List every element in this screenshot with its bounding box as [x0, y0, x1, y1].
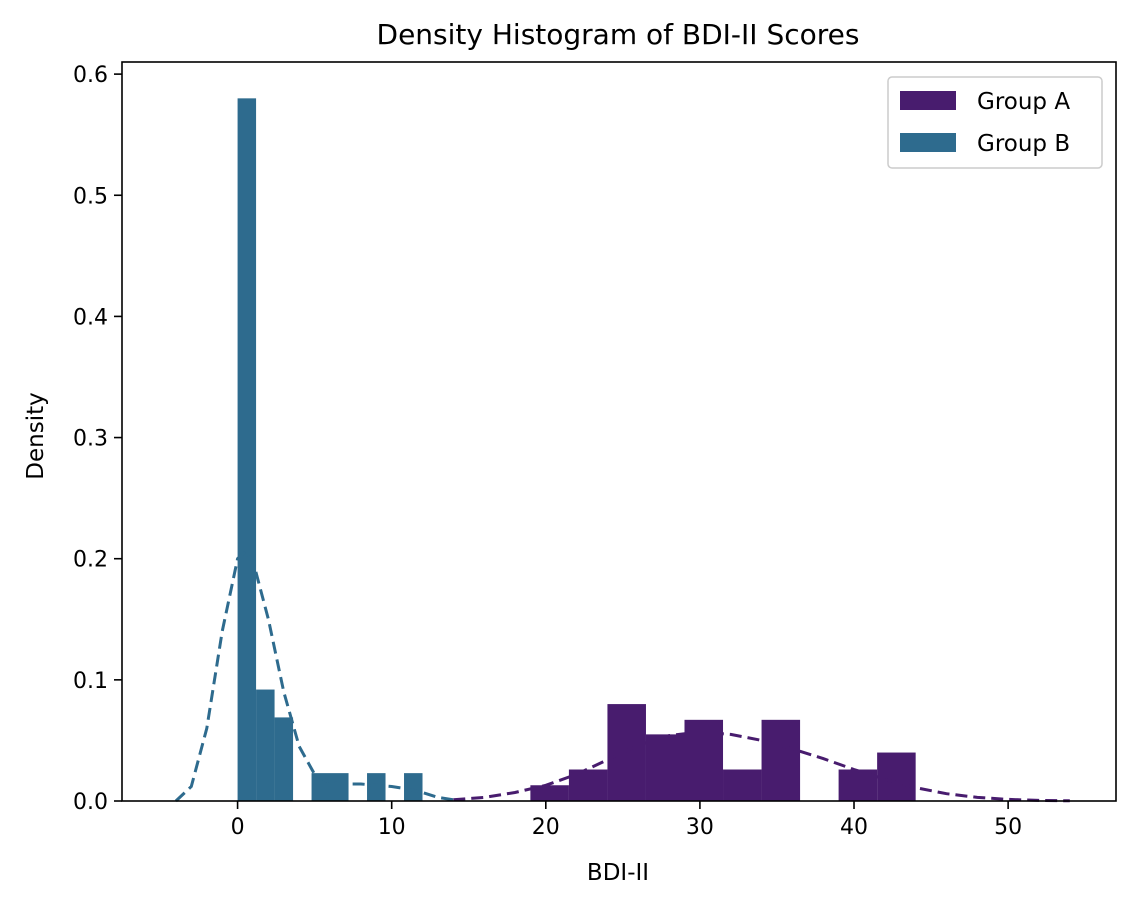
y-tick-label: 0.0	[73, 790, 108, 815]
x-tick-label: 0	[231, 815, 245, 840]
x-tick-label: 10	[378, 815, 406, 840]
legend-label-group-b: Group B	[977, 131, 1070, 157]
x-axis-ticks: 0 10 20 30 40 50	[231, 801, 1022, 840]
y-tick-label: 0.3	[73, 427, 108, 452]
group-b-bar-6	[404, 773, 423, 801]
plot-area	[174, 98, 1070, 803]
y-tick-label: 0.2	[73, 548, 108, 573]
axes-frame	[121, 61, 1117, 802]
legend-swatch-group-b	[900, 133, 956, 152]
x-tick-label: 20	[532, 815, 560, 840]
y-tick-label: 0.5	[73, 184, 108, 209]
group-a-bar-1	[530, 785, 569, 801]
legend-swatch-group-a	[900, 91, 956, 110]
chart-title: Density Histogram of BDI-II Scores	[377, 18, 860, 51]
x-axis-label: BDI-II	[587, 860, 649, 886]
group-a-density-curve	[453, 730, 1070, 803]
y-tick-label: 0.6	[73, 63, 108, 88]
group-b-bar-2	[256, 689, 275, 801]
group-a-bar-4	[645, 734, 685, 801]
group-a-bar-9	[877, 752, 916, 801]
x-tick-label: 40	[840, 815, 868, 840]
x-tick-label: 50	[994, 815, 1022, 840]
group-a-bar-3	[607, 704, 646, 801]
group-b-bars	[237, 98, 423, 802]
legend: Group A Group B	[887, 76, 1103, 169]
x-tick-label: 30	[686, 815, 714, 840]
y-tick-label: 0.1	[73, 669, 108, 694]
group-b-bar-1	[237, 98, 257, 802]
group-a-bar-6	[723, 769, 762, 801]
group-a-bar-7	[761, 719, 801, 801]
group-a-bars	[530, 704, 916, 801]
group-b-density-curve	[174, 549, 454, 803]
group-a-bar-2	[568, 769, 608, 801]
legend-label-group-a: Group A	[977, 89, 1070, 115]
group-b-bar-3	[274, 717, 294, 801]
y-tick-label: 0.4	[73, 305, 108, 330]
group-b-bar-5	[367, 773, 386, 801]
y-axis-ticks: 0.0 0.1 0.2 0.3 0.4 0.5 0.6	[73, 63, 122, 815]
y-axis-label: Density	[23, 392, 49, 479]
group-b-bar-4	[311, 773, 349, 801]
